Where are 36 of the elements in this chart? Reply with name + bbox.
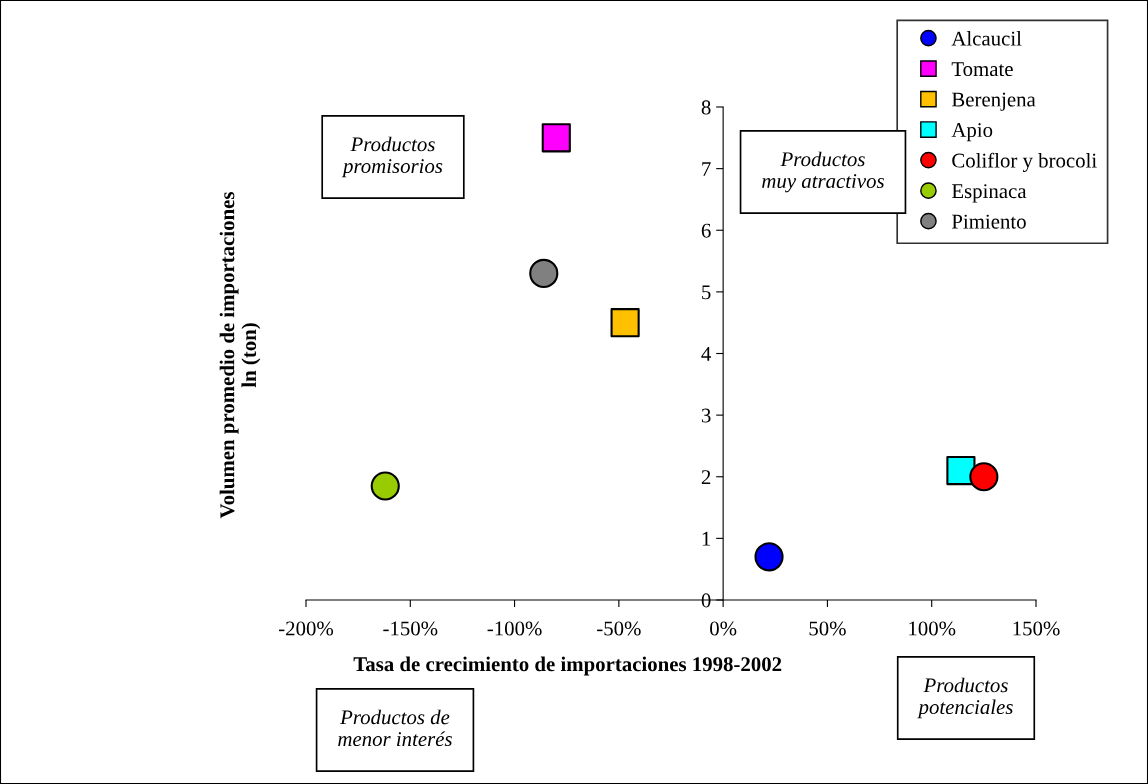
x-tick-label: -50%: [597, 621, 641, 636]
annotation: Productos muy atractivos: [762, 151, 884, 193]
point: [969, 462, 999, 492]
legend-label: Tomate: [951, 62, 1013, 77]
y-tick-label: 8: [701, 100, 711, 115]
y-tick-label: 6: [701, 223, 711, 238]
x-tick-label: -200%: [279, 621, 334, 636]
x-tick-label: 100%: [909, 621, 956, 636]
legend-label: Berenjena: [951, 92, 1036, 111]
y-tick-label: 4: [701, 347, 712, 361]
text: Productos de menor interés: [338, 709, 452, 747]
y-axis-title: Volumen promedio de importaciones ln (ton): [219, 192, 261, 519]
point: [370, 471, 400, 501]
legend-label: Apio: [951, 123, 993, 142]
legend-label: Pimiento: [951, 214, 1026, 229]
x-tick-label: 50%: [809, 621, 846, 636]
x-tick-label: -150%: [383, 621, 438, 636]
annotation: Productos promisorios: [341, 136, 443, 178]
y-tick-label: 3: [701, 408, 711, 423]
legend-label: Coliflor y brocoli: [952, 152, 1097, 172]
text: Productos potenciales: [917, 677, 1013, 719]
point: [610, 308, 640, 338]
legend-label: Alcaucil: [951, 30, 1022, 46]
x-tick-label: 150%: [1013, 621, 1060, 636]
point: [754, 542, 784, 572]
legend-label: Espinaca: [951, 184, 1027, 203]
x-tick-label: -100%: [487, 621, 542, 636]
y-tick-label: 2: [701, 470, 711, 484]
y-tick-label: 0: [701, 593, 711, 608]
y-tick-label: 5: [702, 285, 711, 300]
y-tick-label: 1: [702, 531, 711, 546]
point: [529, 258, 559, 288]
x-tick-label: 0%: [710, 621, 737, 636]
x-axis-title: Tasa de crecimiento de importaciones 1998-2002: [353, 656, 782, 676]
y-tick-label: 7: [702, 162, 711, 176]
point: [541, 123, 571, 153]
